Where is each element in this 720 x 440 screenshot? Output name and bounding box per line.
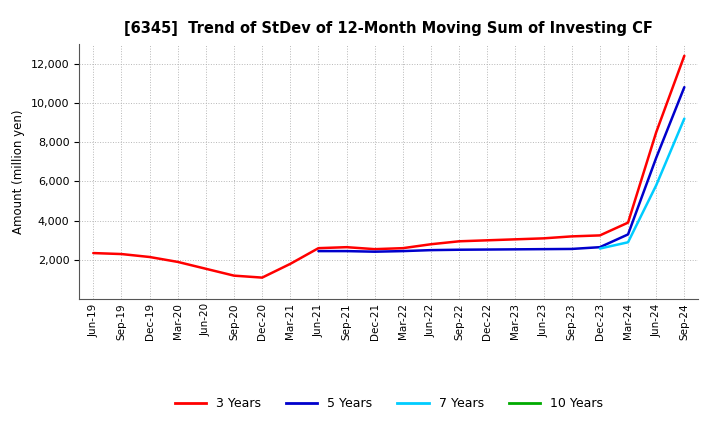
3 Years <box>624 220 632 225</box>
Line: 7 Years: 7 Years <box>600 119 684 249</box>
5 Years <box>539 246 548 252</box>
3 Years <box>286 261 294 267</box>
5 Years <box>399 249 408 254</box>
5 Years <box>483 247 492 252</box>
5 Years <box>455 247 464 253</box>
7 Years <box>595 246 604 251</box>
3 Years <box>117 251 126 257</box>
3 Years <box>314 246 323 251</box>
3 Years <box>230 273 238 278</box>
5 Years <box>652 155 660 161</box>
3 Years <box>652 130 660 135</box>
3 Years <box>342 245 351 250</box>
5 Years <box>314 249 323 254</box>
3 Years <box>174 259 182 264</box>
3 Years <box>680 53 688 59</box>
5 Years <box>624 232 632 237</box>
Line: 5 Years: 5 Years <box>318 87 684 252</box>
Legend: 3 Years, 5 Years, 7 Years, 10 Years: 3 Years, 5 Years, 7 Years, 10 Years <box>170 392 608 415</box>
7 Years <box>624 240 632 245</box>
3 Years <box>202 266 210 271</box>
3 Years <box>455 238 464 244</box>
5 Years <box>511 247 520 252</box>
5 Years <box>680 84 688 90</box>
Y-axis label: Amount (million yen): Amount (million yen) <box>12 110 25 234</box>
3 Years <box>539 236 548 241</box>
5 Years <box>342 249 351 254</box>
3 Years <box>511 237 520 242</box>
5 Years <box>427 247 436 253</box>
3 Years <box>567 234 576 239</box>
5 Years <box>595 245 604 250</box>
3 Years <box>370 246 379 252</box>
Title: [6345]  Trend of StDev of 12-Month Moving Sum of Investing CF: [6345] Trend of StDev of 12-Month Moving… <box>125 21 653 36</box>
3 Years <box>399 246 408 251</box>
3 Years <box>145 254 154 260</box>
3 Years <box>427 242 436 247</box>
7 Years <box>680 116 688 121</box>
3 Years <box>89 250 98 256</box>
Line: 3 Years: 3 Years <box>94 56 684 278</box>
5 Years <box>567 246 576 252</box>
5 Years <box>370 249 379 254</box>
3 Years <box>595 233 604 238</box>
3 Years <box>483 238 492 243</box>
7 Years <box>652 183 660 188</box>
3 Years <box>258 275 266 280</box>
